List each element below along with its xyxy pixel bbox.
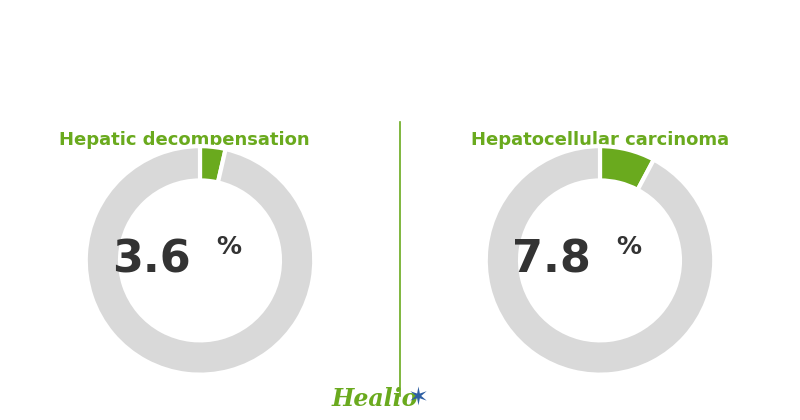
Wedge shape <box>200 146 226 182</box>
Text: 3.6: 3.6 <box>112 239 191 282</box>
Text: Hepatocellular carcinoma: Hepatocellular carcinoma <box>471 131 729 149</box>
Text: 7.8: 7.8 <box>512 239 591 282</box>
Wedge shape <box>600 146 654 190</box>
Text: %: % <box>616 235 641 259</box>
Text: ✶: ✶ <box>408 385 429 409</box>
Wedge shape <box>86 146 314 375</box>
Text: After a median follow-up of 6 years, patients with compensated: After a median follow-up of 6 years, pat… <box>48 31 752 50</box>
Text: %: % <box>216 235 241 259</box>
Text: advanced chronic liver disease experienced:: advanced chronic liver disease experienc… <box>155 77 645 96</box>
Text: Healio: Healio <box>331 387 418 411</box>
Wedge shape <box>486 146 714 375</box>
Text: Hepatic decompensation: Hepatic decompensation <box>58 131 310 149</box>
